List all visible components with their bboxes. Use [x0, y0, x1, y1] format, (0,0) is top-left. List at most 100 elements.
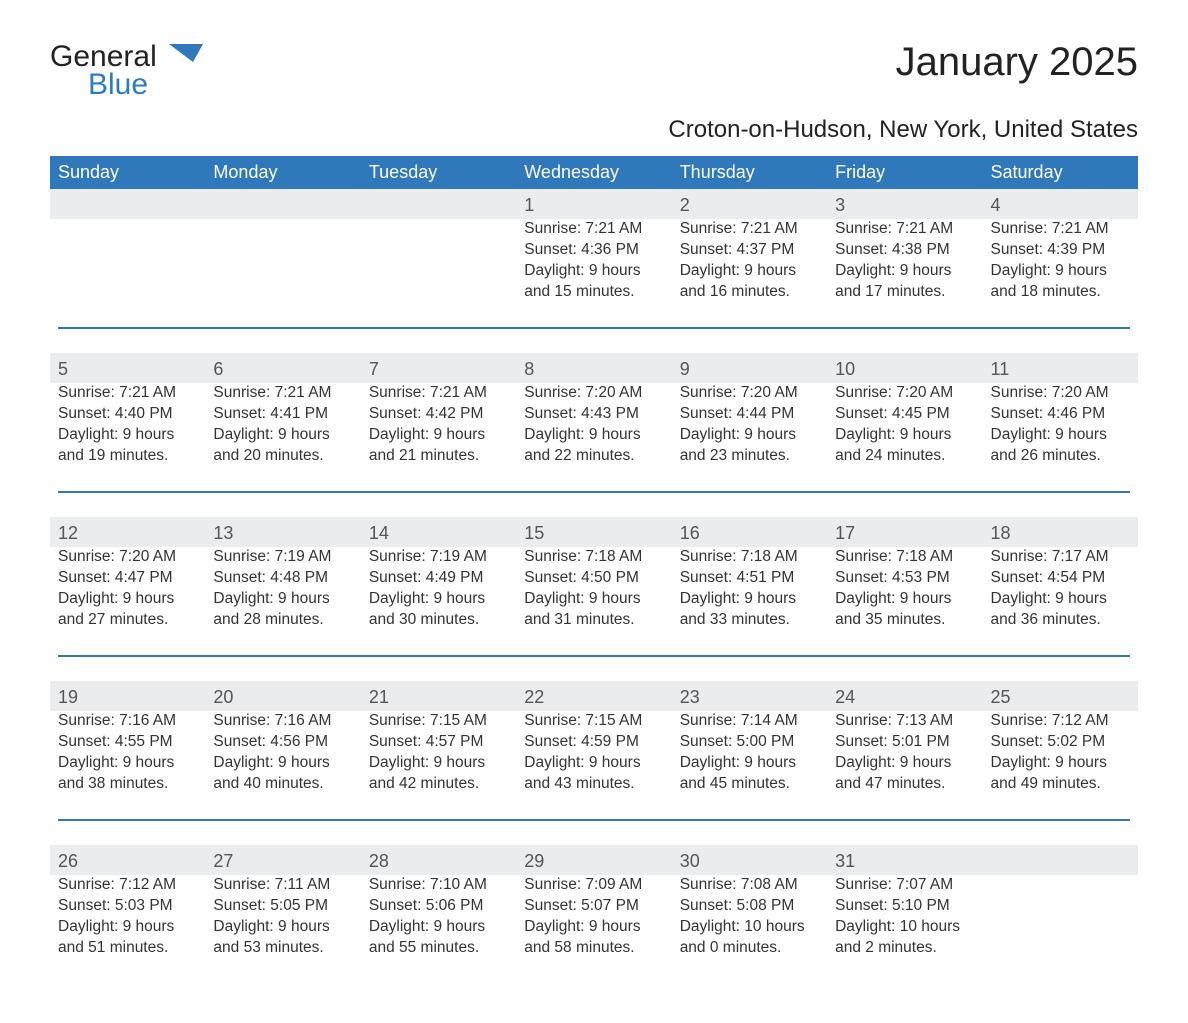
daylight-line: Daylight: 9 hours and 58 minutes.: [524, 917, 663, 959]
sunrise-line: Sunrise: 7:11 AM: [213, 875, 352, 896]
sunset-line: Sunset: 4:59 PM: [524, 732, 663, 753]
day-cell: Sunrise: 7:21 AMSunset: 4:42 PMDaylight:…: [361, 383, 516, 491]
sunset-line: Sunset: 4:43 PM: [524, 404, 663, 425]
daylight-line: Daylight: 9 hours and 18 minutes.: [991, 261, 1130, 303]
day-number: 30: [672, 845, 827, 875]
sunset-line: Sunset: 4:54 PM: [991, 568, 1130, 589]
day-number: 26: [50, 845, 205, 875]
sunrise-line: Sunrise: 7:12 AM: [58, 875, 197, 896]
day-cell: Sunrise: 7:21 AMSunset: 4:39 PMDaylight:…: [983, 219, 1138, 327]
day-header: Tuesday: [361, 156, 516, 189]
day-cell: Sunrise: 7:21 AMSunset: 4:41 PMDaylight:…: [205, 383, 360, 491]
day-cell: Sunrise: 7:15 AMSunset: 4:57 PMDaylight:…: [361, 711, 516, 819]
day-cell: Sunrise: 7:12 AMSunset: 5:03 PMDaylight:…: [50, 875, 205, 983]
detail-row: Sunrise: 7:21 AMSunset: 4:40 PMDaylight:…: [50, 383, 1138, 491]
day-number: 15: [516, 517, 671, 547]
sunset-line: Sunset: 4:39 PM: [991, 240, 1130, 261]
detail-row: Sunrise: 7:21 AMSunset: 4:36 PMDaylight:…: [50, 219, 1138, 327]
daylight-line: Daylight: 9 hours and 55 minutes.: [369, 917, 508, 959]
day-number: 16: [672, 517, 827, 547]
sunset-line: Sunset: 4:37 PM: [680, 240, 819, 261]
location-subtitle: Croton-on-Hudson, New York, United State…: [50, 116, 1138, 144]
day-cell: Sunrise: 7:13 AMSunset: 5:01 PMDaylight:…: [827, 711, 982, 819]
daylight-line: Daylight: 9 hours and 43 minutes.: [524, 753, 663, 795]
daylight-line: Daylight: 9 hours and 23 minutes.: [680, 425, 819, 467]
sunrise-line: Sunrise: 7:08 AM: [680, 875, 819, 896]
sunset-line: Sunset: 4:42 PM: [369, 404, 508, 425]
day-number: 7: [361, 353, 516, 383]
sunrise-line: Sunrise: 7:16 AM: [58, 711, 197, 732]
day-cell: Sunrise: 7:18 AMSunset: 4:51 PMDaylight:…: [672, 547, 827, 655]
sunset-line: Sunset: 4:45 PM: [835, 404, 974, 425]
daylight-line: Daylight: 9 hours and 53 minutes.: [213, 917, 352, 959]
daylight-line: Daylight: 9 hours and 40 minutes.: [213, 753, 352, 795]
sunrise-line: Sunrise: 7:21 AM: [213, 383, 352, 404]
calendar-head: SundayMondayTuesdayWednesdayThursdayFrid…: [50, 156, 1138, 189]
day-number: 5: [50, 353, 205, 383]
day-number: [50, 189, 205, 219]
sunrise-line: Sunrise: 7:19 AM: [369, 547, 508, 568]
day-number: 9: [672, 353, 827, 383]
daylight-line: Daylight: 9 hours and 21 minutes.: [369, 425, 508, 467]
sunrise-line: Sunrise: 7:18 AM: [835, 547, 974, 568]
day-cell: Sunrise: 7:18 AMSunset: 4:53 PMDaylight:…: [827, 547, 982, 655]
day-cell: Sunrise: 7:17 AMSunset: 4:54 PMDaylight:…: [983, 547, 1138, 655]
day-cell: Sunrise: 7:20 AMSunset: 4:45 PMDaylight:…: [827, 383, 982, 491]
daylight-line: Daylight: 9 hours and 28 minutes.: [213, 589, 352, 631]
sunrise-line: Sunrise: 7:09 AM: [524, 875, 663, 896]
day-cell: Sunrise: 7:20 AMSunset: 4:43 PMDaylight:…: [516, 383, 671, 491]
day-cell: [983, 875, 1138, 983]
daylight-line: Daylight: 9 hours and 49 minutes.: [991, 753, 1130, 795]
sunset-line: Sunset: 5:07 PM: [524, 896, 663, 917]
sunrise-line: Sunrise: 7:21 AM: [835, 219, 974, 240]
daylight-line: Daylight: 9 hours and 17 minutes.: [835, 261, 974, 303]
calendar-table: SundayMondayTuesdayWednesdayThursdayFrid…: [50, 156, 1138, 983]
day-number: 8: [516, 353, 671, 383]
sunrise-line: Sunrise: 7:14 AM: [680, 711, 819, 732]
sunrise-line: Sunrise: 7:20 AM: [835, 383, 974, 404]
daylight-line: Daylight: 9 hours and 45 minutes.: [680, 753, 819, 795]
sunset-line: Sunset: 5:05 PM: [213, 896, 352, 917]
sunrise-line: Sunrise: 7:12 AM: [991, 711, 1130, 732]
daylight-line: Daylight: 9 hours and 38 minutes.: [58, 753, 197, 795]
day-header: Monday: [205, 156, 360, 189]
sunrise-line: Sunrise: 7:20 AM: [991, 383, 1130, 404]
daylight-line: Daylight: 9 hours and 26 minutes.: [991, 425, 1130, 467]
daylight-line: Daylight: 9 hours and 51 minutes.: [58, 917, 197, 959]
day-number: 12: [50, 517, 205, 547]
sunrise-line: Sunrise: 7:21 AM: [991, 219, 1130, 240]
sunrise-line: Sunrise: 7:18 AM: [680, 547, 819, 568]
day-header: Friday: [827, 156, 982, 189]
day-cell: Sunrise: 7:16 AMSunset: 4:55 PMDaylight:…: [50, 711, 205, 819]
week-separator: [50, 819, 1138, 845]
sunrise-line: Sunrise: 7:21 AM: [680, 219, 819, 240]
day-cell: Sunrise: 7:16 AMSunset: 4:56 PMDaylight:…: [205, 711, 360, 819]
daylight-line: Daylight: 9 hours and 19 minutes.: [58, 425, 197, 467]
day-number: 18: [983, 517, 1138, 547]
daynum-row: 12131415161718: [50, 517, 1138, 547]
sunrise-line: Sunrise: 7:20 AM: [680, 383, 819, 404]
day-number: 24: [827, 681, 982, 711]
brand-part2: Blue: [88, 68, 203, 102]
brand-logo: General Blue: [50, 40, 203, 102]
detail-row: Sunrise: 7:20 AMSunset: 4:47 PMDaylight:…: [50, 547, 1138, 655]
sunset-line: Sunset: 4:56 PM: [213, 732, 352, 753]
day-number: 14: [361, 517, 516, 547]
day-cell: [50, 219, 205, 327]
daylight-line: Daylight: 10 hours and 2 minutes.: [835, 917, 974, 959]
sunset-line: Sunset: 5:00 PM: [680, 732, 819, 753]
day-cell: Sunrise: 7:14 AMSunset: 5:00 PMDaylight:…: [672, 711, 827, 819]
day-cell: Sunrise: 7:19 AMSunset: 4:48 PMDaylight:…: [205, 547, 360, 655]
sunrise-line: Sunrise: 7:19 AM: [213, 547, 352, 568]
sunset-line: Sunset: 4:40 PM: [58, 404, 197, 425]
daynum-row: 19202122232425: [50, 681, 1138, 711]
sunset-line: Sunset: 4:55 PM: [58, 732, 197, 753]
day-number: 20: [205, 681, 360, 711]
day-cell: Sunrise: 7:10 AMSunset: 5:06 PMDaylight:…: [361, 875, 516, 983]
day-cell: Sunrise: 7:11 AMSunset: 5:05 PMDaylight:…: [205, 875, 360, 983]
sunrise-line: Sunrise: 7:16 AM: [213, 711, 352, 732]
sunset-line: Sunset: 5:01 PM: [835, 732, 974, 753]
sunset-line: Sunset: 4:48 PM: [213, 568, 352, 589]
daynum-row: 567891011: [50, 353, 1138, 383]
day-header: Sunday: [50, 156, 205, 189]
